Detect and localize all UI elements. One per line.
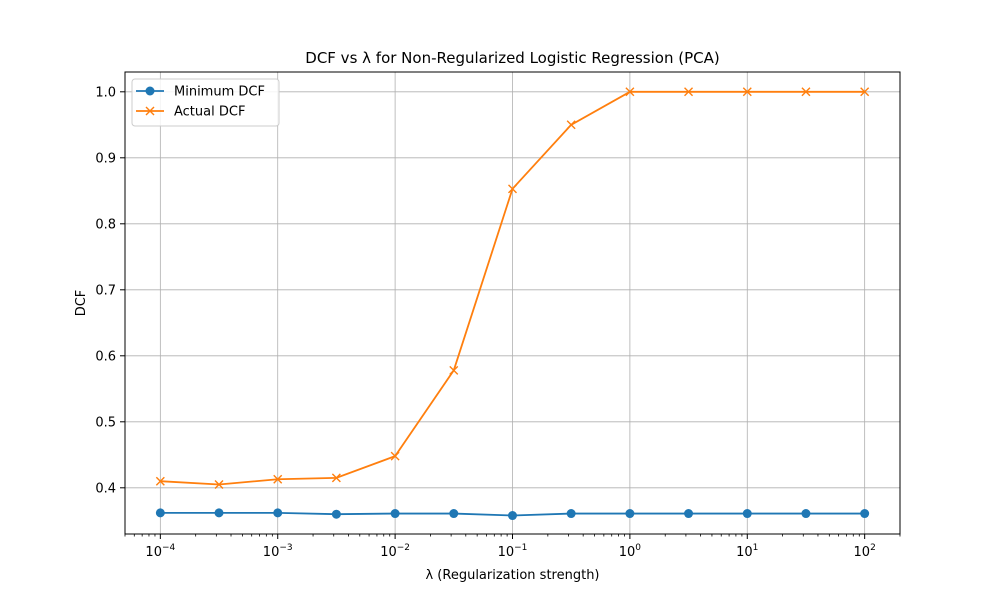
grid [125, 72, 900, 534]
y-axis-label: DCF [74, 290, 89, 317]
data-point [566, 509, 576, 519]
x-tick-label-exp: 1 [753, 543, 759, 553]
y-tick-label: 0.6 [95, 349, 116, 364]
data-point [214, 480, 224, 489]
data-point [508, 511, 517, 521]
data-point [742, 87, 752, 97]
data-point [625, 87, 635, 97]
y-tick-label: 0.9 [95, 151, 116, 166]
x-tick-label-base: 10 [145, 545, 162, 560]
x-tick-label-base: 10 [263, 545, 280, 560]
data-point [742, 509, 752, 519]
data-point [449, 509, 459, 519]
data-point [801, 87, 811, 97]
x-tick-label: 10−2 [380, 543, 410, 560]
x-tick-label-base: 10 [498, 545, 515, 560]
x-tick-label: 100 [619, 543, 642, 560]
data-point [860, 87, 870, 97]
legend-label-1: Minimum DCF [174, 85, 265, 100]
ticks: 10−4 10−3 10−2 10−1 100 101 1020.40.50.60.70.8… [95, 85, 901, 560]
x-tick-label-exp: −2 [397, 543, 410, 553]
legend-box [131, 78, 280, 127]
y-tick-label: 1.0 [95, 85, 116, 100]
x-tick-label-exp: −3 [279, 543, 292, 553]
x-tick-label: 101 [736, 543, 758, 560]
data-point [390, 451, 400, 461]
data-point [214, 508, 224, 518]
x-tick-label: 10−3 [263, 543, 293, 560]
data-point [684, 509, 694, 519]
y-tick-label: 0.5 [95, 415, 116, 430]
data-point [508, 184, 517, 194]
x-tick-label-base: 10 [854, 545, 871, 560]
legend-label-2: Actual DCF [174, 105, 245, 120]
x-tick-label-exp: −4 [162, 543, 176, 553]
series-layer [155, 87, 870, 521]
x-axis-label: λ (Regularization strength) [425, 568, 599, 583]
x-tick-label: 102 [854, 543, 876, 560]
data-point [566, 120, 576, 130]
y-tick-label: 0.7 [95, 283, 116, 298]
legend: Minimum DCF Actual DCF [131, 78, 280, 127]
legend-marker [145, 86, 155, 96]
data-point [449, 365, 459, 375]
data-point [331, 473, 341, 483]
chart-title: DCF vs λ for Non-Regularized Logistic Re… [305, 49, 719, 67]
data-point [625, 509, 635, 519]
data-point [273, 474, 283, 484]
x-tick-label-base: 10 [380, 545, 397, 560]
x-tick-label: 10−4 [145, 543, 175, 560]
x-tick-label-exp: −1 [514, 543, 527, 553]
data-point [331, 509, 341, 519]
legend-marker [145, 106, 155, 116]
data-point [860, 509, 870, 519]
data-point [684, 87, 694, 97]
x-tick-label-base: 10 [619, 545, 636, 560]
x-tick-label-exp: 2 [870, 543, 876, 553]
data-point [155, 476, 165, 486]
y-tick-label: 0.8 [95, 217, 116, 232]
x-tick-label-exp: 0 [635, 543, 641, 553]
x-tick-label-base: 10 [736, 545, 753, 560]
data-point [390, 509, 400, 519]
y-tick-label: 0.4 [95, 481, 116, 496]
data-point [273, 508, 283, 518]
data-point [155, 508, 165, 518]
data-point [801, 509, 811, 519]
x-tick-label: 10−1 [498, 543, 528, 560]
